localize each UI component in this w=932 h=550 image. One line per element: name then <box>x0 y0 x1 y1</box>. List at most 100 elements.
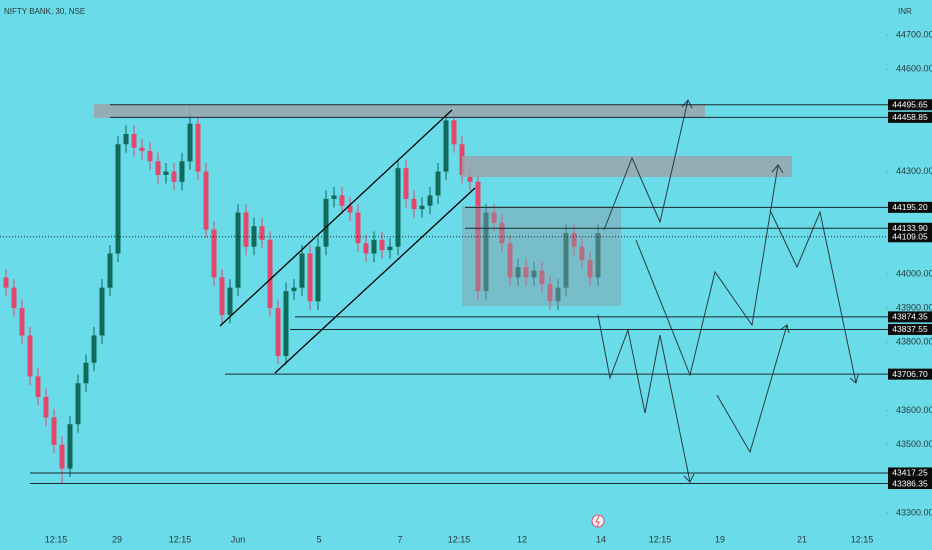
zone <box>462 156 792 177</box>
candle-body <box>203 171 209 230</box>
price-label: 43874.35 <box>892 312 928 322</box>
candle-body <box>115 144 121 254</box>
candle-body <box>435 171 441 196</box>
overlay: 44495.65 44458.85 44195.20 44133.9044109.05… <box>0 99 932 490</box>
candle-body <box>587 260 593 278</box>
candle-body <box>547 284 553 302</box>
price-label: 44458.85 <box>892 112 928 122</box>
candle-body <box>579 246 585 261</box>
y-tick-label: 43900.00 <box>896 303 932 313</box>
event-icon-bolt <box>595 515 600 528</box>
candle-body <box>275 308 281 356</box>
candle-body <box>147 151 153 162</box>
candle-body <box>363 243 369 254</box>
candle-body <box>59 444 65 469</box>
candle-body <box>75 383 81 425</box>
event-icon[interactable] <box>591 514 605 528</box>
projection <box>597 314 691 483</box>
candle-body <box>403 168 409 199</box>
candle-body <box>187 123 193 162</box>
price-label: 43417.25 <box>892 468 928 478</box>
candle-body <box>379 239 385 251</box>
candle-body <box>251 226 257 247</box>
price-label: 44195.20 <box>892 202 928 212</box>
candle-body <box>67 424 73 469</box>
candle-body <box>243 212 249 247</box>
zone <box>94 104 705 118</box>
candle-body <box>355 212 361 244</box>
candle-body <box>139 147 145 152</box>
candle-body <box>299 253 305 288</box>
price-label: 44133.90 <box>892 223 928 233</box>
price-label-box <box>888 111 932 123</box>
y-tick-label: 44600.00 <box>896 64 932 74</box>
price-label-box <box>888 478 932 490</box>
projection <box>769 209 857 384</box>
candle-body <box>563 233 569 288</box>
candle-body <box>483 212 489 292</box>
candle-body <box>347 205 353 213</box>
candle-body <box>195 123 201 172</box>
price-label: 43837.55 <box>892 324 928 334</box>
projection <box>716 324 788 454</box>
candle-body <box>155 161 161 175</box>
candle-body <box>291 287 297 292</box>
x-tick-label: 12:15 <box>448 534 471 544</box>
y-tick-label: 43500.00 <box>896 439 932 449</box>
y-tick-label: 44700.00 <box>896 29 932 39</box>
candle-body <box>235 212 241 288</box>
candle-body <box>3 277 9 288</box>
arrowhead <box>771 164 784 174</box>
price-label-box <box>888 231 932 243</box>
candle-body <box>419 205 425 210</box>
candle-body <box>11 287 17 309</box>
candle-body <box>99 287 105 336</box>
candle-body <box>19 308 25 336</box>
candle-body <box>595 233 601 278</box>
candle-body <box>211 229 217 278</box>
x-tick-label: 29 <box>112 534 122 544</box>
arrowhead <box>779 324 790 334</box>
price-label-box <box>888 99 932 111</box>
candle-body <box>315 246 321 302</box>
candle-body <box>131 134 137 148</box>
candle-body <box>331 195 337 199</box>
price-label-box <box>888 222 932 234</box>
candle-body <box>571 233 577 247</box>
currency: INR <box>898 7 912 16</box>
candle-body <box>267 239 273 309</box>
candle-body <box>515 267 521 278</box>
candle-body <box>27 335 33 377</box>
candle-body <box>91 335 97 363</box>
chart-title: NIFTY BANK, 30, NSE <box>4 7 85 16</box>
candle-body <box>163 171 169 175</box>
candle-body <box>307 253 313 302</box>
y-tick-label: 43800.00 <box>896 337 932 347</box>
candle-body <box>283 291 289 356</box>
candle-body <box>371 239 377 254</box>
candle-body <box>83 362 89 384</box>
projection <box>603 99 689 231</box>
candle-body <box>427 195 433 206</box>
candle-body <box>507 243 513 278</box>
candle-body <box>219 277 225 315</box>
projection <box>635 164 779 377</box>
price-label: 43386.35 <box>892 478 928 488</box>
x-tick-label: 12 <box>517 534 527 544</box>
price-label-box <box>888 201 932 213</box>
x-tick-label: 12:15 <box>45 534 68 544</box>
price-label-box <box>888 323 932 335</box>
price-label-box <box>888 311 932 323</box>
x-tick-label: 12:15 <box>851 534 874 544</box>
candle-body <box>467 174 473 182</box>
zone <box>462 206 621 306</box>
candle-body <box>339 195 345 206</box>
candle-body <box>323 198 329 247</box>
candle-body <box>395 168 401 247</box>
candle-body <box>43 396 49 418</box>
channel-line <box>219 109 453 327</box>
candle-body <box>451 120 457 145</box>
candle-body <box>51 417 57 445</box>
x-tick-label: 7 <box>397 534 402 544</box>
